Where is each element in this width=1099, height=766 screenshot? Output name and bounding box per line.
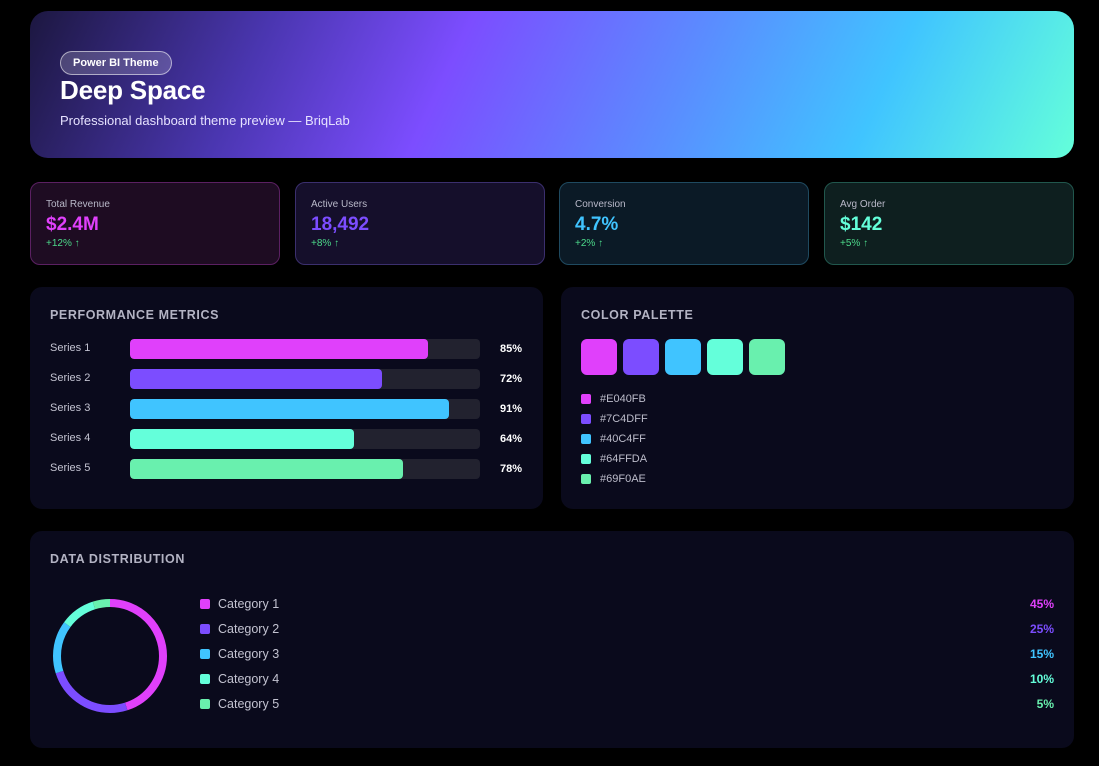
page-title: Deep Space	[60, 75, 206, 105]
donut-slice-3	[53, 599, 167, 713]
bar-percent: 72%	[499, 373, 522, 385]
legend-item: Category 5 5%	[200, 691, 1054, 716]
color-dot	[581, 434, 591, 444]
color-swatch	[581, 339, 617, 375]
legend-dot	[200, 673, 210, 684]
legend-item: Category 1 45%	[200, 591, 1054, 616]
panel-title: PERFORMANCE METRICS	[50, 308, 220, 322]
kpi-label: Active Users	[311, 199, 368, 210]
kpi-delta: +5% ↑	[840, 238, 869, 249]
legend-percent: 10%	[1029, 672, 1054, 686]
kpi-delta: +8% ↑	[311, 238, 340, 249]
legend-percent: 45%	[1029, 597, 1054, 611]
legend-dot	[200, 698, 210, 709]
bar-row: Series 3 91%	[50, 399, 530, 419]
kpi-label: Conversion	[575, 199, 626, 210]
color-code-item: #64FFDA	[581, 449, 648, 469]
bar-track	[130, 459, 480, 479]
theme-badge: Power BI Theme	[60, 51, 172, 75]
bar-track	[130, 399, 480, 419]
color-code-list: #E040FB #7C4DFF #40C4FF #64FFDA #69F0AE	[581, 389, 648, 489]
kpi-card-conversion: Conversion 4.7% +2% ↑	[559, 182, 809, 265]
legend-dot	[200, 648, 210, 659]
distribution-legend: Category 1 45% Category 2 25% Category 3 15…	[200, 591, 1054, 716]
legend-dot	[200, 623, 210, 634]
kpi-card-active-users: Active Users 18,492 +8% ↑	[295, 182, 545, 265]
swatch-row	[581, 339, 785, 375]
donut-slice-5	[53, 599, 167, 713]
legend-label: Category 3	[218, 646, 280, 661]
kpi-value: 18,492	[311, 214, 370, 235]
legend-percent: 15%	[1029, 647, 1054, 661]
bar-label: Series 1	[50, 342, 91, 354]
legend-item: Category 4 10%	[200, 666, 1054, 691]
legend-label: Category 2	[218, 621, 280, 636]
bar-fill	[130, 429, 354, 449]
color-code-item: #40C4FF	[581, 429, 648, 449]
bar-track	[130, 339, 480, 359]
bar-row: Series 5 78%	[50, 459, 530, 479]
color-palette-panel: COLOR PALETTE #E040FB #7C4DFF #40C4FF #6…	[561, 287, 1074, 509]
bar-label: Series 3	[50, 402, 91, 414]
panel-title: DATA DISTRIBUTION	[50, 552, 185, 566]
bar-percent: 78%	[499, 463, 522, 475]
bar-label: Series 2	[50, 372, 91, 384]
bar-row: Series 2 72%	[50, 369, 530, 389]
bar-percent: 91%	[499, 403, 522, 415]
legend-item: Category 2 25%	[200, 616, 1054, 641]
bar-row: Series 1 85%	[50, 339, 530, 359]
color-code: #69F0AE	[600, 473, 646, 485]
color-swatch	[623, 339, 659, 375]
legend-percent: 5%	[1036, 697, 1054, 711]
legend-label: Category 5	[218, 696, 280, 711]
legend-label: Category 4	[218, 671, 280, 686]
kpi-label: Avg Order	[840, 199, 886, 210]
color-code: #40C4FF	[600, 433, 646, 445]
color-dot	[581, 454, 591, 464]
bar-percent: 64%	[499, 433, 522, 445]
legend-label: Category 1	[218, 596, 280, 611]
kpi-value: $142	[840, 214, 883, 235]
kpi-delta: +12% ↑	[46, 238, 80, 249]
performance-metrics-panel: PERFORMANCE METRICS Series 1 85% Series …	[30, 287, 543, 509]
bar-label: Series 5	[50, 462, 91, 474]
color-code: #64FFDA	[600, 453, 648, 465]
bar-row: Series 4 64%	[50, 429, 530, 449]
bar-track	[130, 369, 480, 389]
color-code: #E040FB	[600, 393, 646, 405]
color-dot	[581, 394, 591, 404]
color-code-item: #7C4DFF	[581, 409, 648, 429]
bar-label: Series 4	[50, 432, 91, 444]
donut-slice-2	[53, 599, 167, 713]
data-distribution-panel: DATA DISTRIBUTION Category 1 45% Category…	[30, 531, 1074, 748]
kpi-value: $2.4M	[46, 214, 99, 235]
panel-title: COLOR PALETTE	[581, 308, 694, 322]
legend-item: Category 3 15%	[200, 641, 1054, 666]
color-dot	[581, 414, 591, 424]
bar-fill	[130, 339, 428, 359]
bar-percent: 85%	[499, 343, 522, 355]
kpi-card-avg-order: Avg Order $142 +5% ↑	[824, 182, 1074, 265]
kpi-card-total-revenue: Total Revenue $2.4M +12% ↑	[30, 182, 280, 265]
legend-dot	[200, 598, 210, 609]
color-swatch	[665, 339, 701, 375]
color-code: #7C4DFF	[600, 413, 648, 425]
kpi-value: 4.7%	[575, 214, 619, 235]
color-swatch	[707, 339, 743, 375]
legend-percent: 25%	[1029, 622, 1054, 636]
bar-fill	[130, 399, 449, 419]
page-subtitle: Professional dashboard theme preview — B…	[60, 113, 350, 128]
bar-track	[130, 429, 480, 449]
color-code-item: #69F0AE	[581, 469, 648, 489]
bar-fill	[130, 459, 403, 479]
color-code-item: #E040FB	[581, 389, 648, 409]
color-swatch	[749, 339, 785, 375]
donut-chart	[53, 599, 167, 713]
kpi-delta: +2% ↑	[575, 238, 604, 249]
bar-fill	[130, 369, 382, 389]
color-dot	[581, 474, 591, 484]
kpi-label: Total Revenue	[46, 199, 110, 210]
hero-banner: Power BI Theme Deep Space Professional d…	[30, 11, 1074, 158]
